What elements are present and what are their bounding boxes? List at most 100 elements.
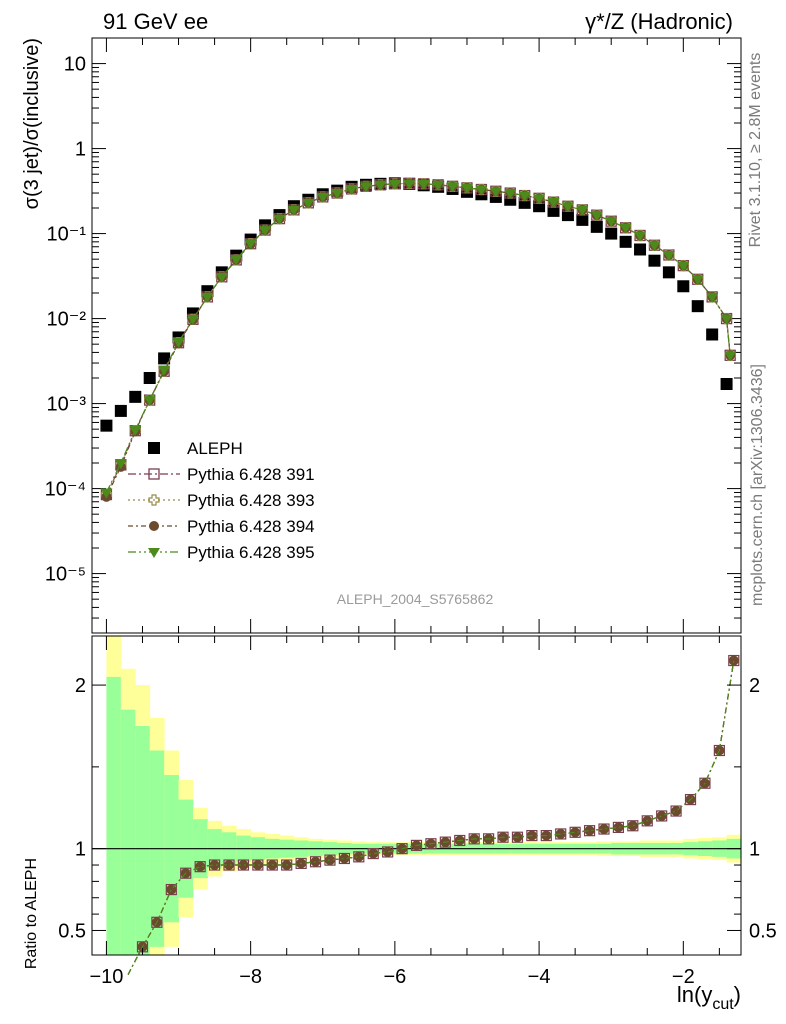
upper-frame	[91, 37, 742, 634]
legend-label: Pythia 6.428 395	[187, 543, 315, 562]
ratio-series	[127, 660, 735, 975]
ratio-point	[656, 810, 667, 821]
data-point	[388, 179, 401, 190]
data-point	[215, 272, 228, 283]
ratio-point	[382, 846, 393, 857]
legend-label: Pythia 6.428 393	[187, 491, 315, 510]
data-point	[605, 227, 618, 240]
rivet-label: Rivet 3.1.10, ≥ 2.8M events	[747, 53, 764, 248]
x-axis-label: ln(ycut)	[677, 982, 741, 1013]
data-point	[561, 202, 574, 213]
data-point	[518, 191, 531, 202]
data-point	[634, 231, 647, 242]
ratio-y-tick-label-right: 2	[749, 675, 760, 697]
x-tick-label: −8	[239, 966, 262, 988]
data-point	[576, 205, 589, 216]
header-left: 91 GeV ee	[103, 9, 208, 34]
data-point	[446, 182, 459, 193]
data-point	[273, 214, 286, 225]
data-point	[316, 192, 329, 203]
data-point	[158, 352, 171, 365]
data-point	[114, 459, 127, 469]
data-point	[158, 365, 171, 376]
y-tick-label: 10⁻²	[47, 309, 87, 331]
x-tick-label: −6	[383, 966, 406, 988]
legend-item: Pythia 6.428 391	[128, 465, 315, 484]
data-point	[331, 189, 344, 200]
legend-item: ALEPH	[148, 439, 243, 458]
ratio-point	[195, 861, 206, 872]
data-point	[547, 198, 560, 209]
data-point	[374, 180, 387, 191]
ratio-point	[555, 828, 566, 839]
ratio-y-tick-label-right: 1	[749, 839, 760, 861]
uncertainty-bands	[106, 636, 742, 955]
data-point	[576, 213, 589, 226]
data-point	[259, 226, 272, 237]
data-point	[172, 338, 185, 349]
ratio-point	[353, 851, 364, 862]
data-point	[533, 194, 546, 205]
data-point	[417, 179, 430, 190]
ratio-y-tick-label-right: 0.5	[749, 920, 777, 942]
data-point	[201, 292, 214, 303]
data-point	[403, 179, 416, 190]
lower-frame	[91, 635, 742, 956]
data-point	[143, 396, 156, 407]
y-tick-label: 10⁻³	[47, 394, 87, 416]
data-point	[287, 205, 300, 216]
data-point	[148, 468, 160, 480]
data-point	[186, 314, 199, 325]
ratio-y-tick-label: 0.5	[58, 920, 86, 942]
x-tick-label: −4	[528, 966, 551, 988]
data-point	[677, 261, 690, 272]
data-point	[706, 328, 719, 341]
y-axis-label: σ(3 jet)/σ(inclusive)	[21, 38, 43, 209]
legend-label: Pythia 6.428 391	[187, 465, 315, 484]
stat-error-band	[106, 676, 122, 955]
ratio-plot: 0.5 0.5 1 1 2 2 −10 −8 −6 −4 −2 Ratio to ALEPH ln(yc…	[23, 635, 777, 1013]
x-tick-label: −10	[89, 966, 123, 988]
data-point	[648, 254, 661, 267]
legend-label: ALEPH	[187, 439, 243, 458]
y-tick-label: 1	[75, 139, 86, 161]
ratio-y-axis-label: Ratio to ALEPH	[23, 858, 40, 969]
mcplots-label: mcplots.cern.ch [arXiv:1306.3436]	[749, 364, 766, 606]
legend-item: Pythia 6.428 394	[128, 517, 315, 536]
ratio-point	[209, 860, 220, 871]
ratio-point	[728, 655, 739, 666]
ratio-point	[613, 822, 624, 833]
ratio-point	[627, 820, 638, 831]
ratio-series	[127, 654, 740, 975]
ratio-point	[598, 824, 609, 835]
data-point	[100, 488, 113, 499]
data-point	[489, 187, 502, 198]
ratio-point	[252, 860, 263, 871]
data-point	[720, 314, 733, 325]
data-point	[619, 235, 632, 248]
ratio-point	[570, 827, 581, 838]
ratio-y-tick-label: 1	[75, 839, 86, 861]
ratio-point	[224, 860, 235, 871]
data-point	[561, 209, 574, 222]
data-point	[706, 292, 719, 303]
ratio-point	[339, 853, 350, 864]
data-point	[504, 189, 517, 200]
data-point	[691, 275, 704, 286]
y-tick-label: 10⁻⁴	[45, 479, 86, 501]
data-point	[590, 220, 603, 233]
data-point	[662, 250, 675, 261]
ratio-line	[127, 660, 735, 975]
series-pythia-6-428-395	[100, 179, 737, 499]
data-point	[345, 184, 358, 195]
ratio-line	[127, 660, 735, 975]
ratio-point	[238, 860, 249, 871]
y-tick-label: 10⁻⁵	[45, 564, 86, 586]
y-tick-label: 10	[64, 54, 86, 76]
data-point	[619, 223, 632, 234]
data-point	[360, 182, 373, 193]
main-plot: 10 1 10⁻¹ 10⁻² 10⁻³ 10⁻⁴ 10⁻⁵ σ(3 jet)/σ(inclus…	[21, 37, 742, 634]
ratio-point	[584, 825, 595, 836]
legend-item: Pythia 6.428 395	[128, 543, 315, 562]
